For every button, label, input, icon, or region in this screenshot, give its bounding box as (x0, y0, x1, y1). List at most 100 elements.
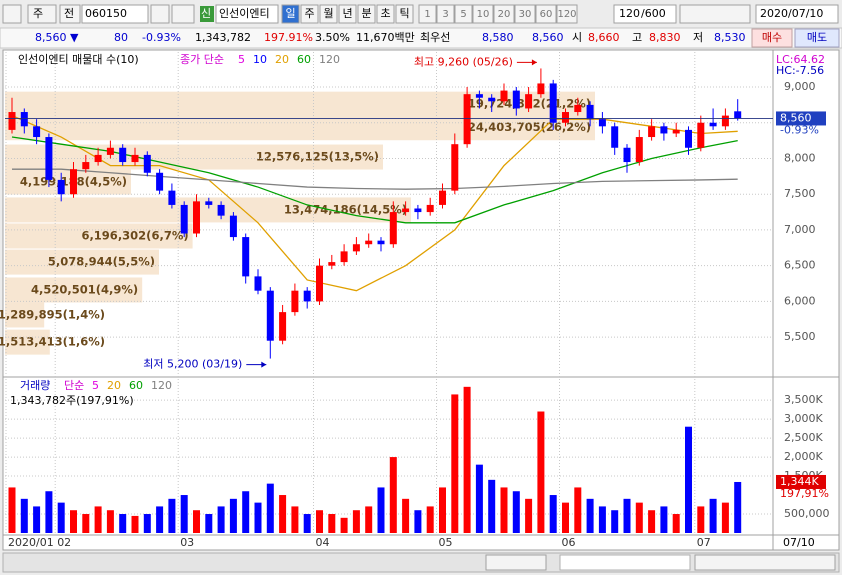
interval-label[interactable]: 1 (424, 9, 430, 20)
candle-body (33, 126, 41, 138)
interval-tab[interactable] (514, 4, 536, 24)
quote-bar (0, 27, 842, 49)
candle-body (402, 208, 410, 213)
period-tab[interactable] (357, 4, 376, 24)
zoom-controls[interactable] (694, 554, 836, 571)
playback-controls[interactable] (485, 554, 547, 571)
scroll-track[interactable] (559, 554, 691, 571)
volume-tag-box (776, 474, 826, 489)
buy[interactable]: 매수 (762, 31, 782, 44)
y-tick-label: 9,000 (784, 80, 816, 93)
interval-tab[interactable] (493, 4, 515, 24)
sound-button[interactable] (171, 4, 195, 24)
profile-label: 24,403,705(26,2%) (468, 120, 591, 134)
annotation: 최저 5,200 (03/19) (143, 358, 242, 371)
period-label[interactable]: 년 (342, 7, 352, 20)
volume-bar (254, 502, 262, 533)
tool-icons[interactable] (679, 4, 751, 24)
period-tab[interactable] (395, 4, 414, 24)
period-tab[interactable] (281, 4, 300, 24)
candle-body (229, 215, 237, 238)
volume-tick-label: 3,500K (784, 393, 823, 406)
interval-label[interactable]: 120 (557, 9, 576, 20)
icon-button[interactable] (2, 4, 22, 24)
candle-body (463, 94, 471, 145)
interval-tab[interactable] (418, 4, 437, 24)
volume-bar (660, 506, 668, 533)
x-tick-label: 03 (180, 536, 194, 549)
period-label[interactable]: 일 (285, 6, 295, 20)
candle-body (45, 137, 53, 180)
interval-tab[interactable] (472, 4, 494, 24)
ma-legend: 60 (297, 53, 311, 66)
candle-body (475, 94, 483, 98)
interval-label[interactable]: 3 (442, 9, 448, 20)
profile-label: 5,078,944(5,5%) (48, 255, 155, 269)
sell-button[interactable] (794, 28, 840, 48)
period-label[interactable]: 월 (323, 7, 333, 20)
volume-bar (20, 498, 28, 533)
period-tab[interactable] (300, 4, 319, 24)
count-box[interactable] (613, 4, 677, 24)
volume-bar (549, 495, 557, 533)
candle-body (623, 147, 631, 163)
change: 80 (114, 31, 128, 44)
volume-bar (635, 502, 643, 533)
volume-bar (697, 506, 705, 533)
interval-label[interactable]: 20 (498, 9, 511, 20)
interval-label[interactable]: 10 (477, 9, 490, 20)
period-label[interactable]: 틱 (399, 7, 409, 20)
volume-title: 거래량 (20, 379, 50, 392)
mode-select[interactable] (59, 4, 81, 24)
profile-band (5, 144, 383, 170)
volume-bar (685, 426, 692, 533)
period-tab[interactable] (376, 4, 395, 24)
price-tag-box (776, 111, 826, 126)
stock-name: 인선이엔티 (219, 7, 270, 20)
candle-body (709, 122, 717, 127)
candle-body (180, 204, 188, 234)
candle-body (586, 104, 594, 120)
period-tab[interactable] (319, 4, 338, 24)
hc: HC:-7.56 (776, 64, 824, 77)
candle-body (8, 112, 16, 130)
interval-label[interactable]: 60 (540, 9, 553, 20)
volume-bar (8, 487, 16, 533)
interval-tab[interactable] (436, 4, 455, 24)
profile-band (5, 302, 45, 328)
candle-body (365, 240, 373, 245)
date-box[interactable] (755, 4, 839, 24)
volume-bar (488, 479, 496, 533)
volume-bar (180, 495, 188, 533)
period-tab[interactable] (338, 4, 357, 24)
interval-label[interactable]: 5 (460, 9, 466, 20)
interval-tab[interactable] (454, 4, 473, 24)
interval-tab[interactable] (556, 4, 578, 24)
sell[interactable]: 매도 (807, 31, 827, 44)
profile-label: 13,474,186(14,5%) (284, 202, 407, 216)
candle-body (426, 204, 434, 213)
market-select[interactable] (27, 4, 57, 24)
search-button[interactable] (150, 4, 170, 24)
volume-bar (94, 506, 102, 533)
buy-button[interactable] (751, 28, 793, 48)
volume-bar (463, 386, 471, 533)
candle-body (303, 290, 311, 302)
profile-band (5, 277, 143, 303)
candle-body (328, 262, 336, 266)
volume-bar (33, 506, 41, 533)
code-input[interactable] (81, 4, 149, 24)
interval-label[interactable]: 30 (519, 9, 532, 20)
y-tick-label: 7,500 (784, 187, 816, 200)
interval-tab[interactable] (535, 4, 557, 24)
period-label[interactable]: 초 (380, 7, 390, 20)
ma-label: 종가 단순 (180, 53, 224, 66)
volume-bar (45, 491, 53, 533)
period-label[interactable]: 주 (304, 7, 314, 20)
period-label[interactable]: 분 (361, 7, 371, 20)
candle-body (660, 126, 668, 134)
y-tick-label: 8,000 (784, 151, 816, 164)
profile-band (5, 115, 595, 141)
annotation: 최고 9,260 (05/26) (414, 55, 513, 68)
